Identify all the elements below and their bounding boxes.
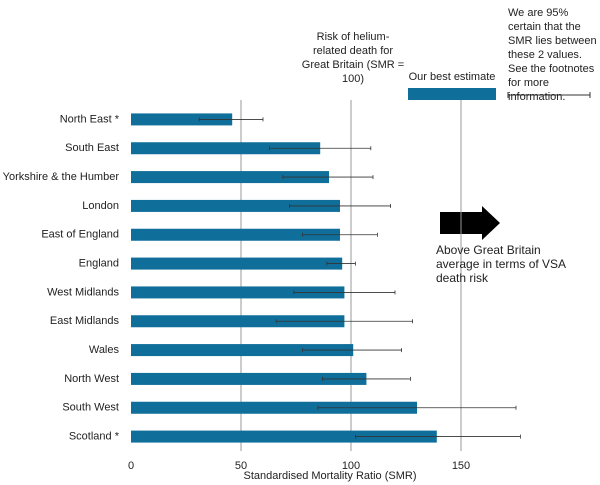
bar (131, 113, 233, 126)
y-tick-label: North West (64, 373, 119, 385)
bar (131, 257, 343, 270)
bar (131, 228, 340, 241)
y-tick-label: Wales (89, 344, 120, 356)
y-tick-label: East of England (41, 229, 119, 241)
y-tick-label: North East * (60, 113, 120, 125)
x-tick-label: 100 (342, 460, 360, 472)
x-tick-label: 50 (235, 460, 247, 472)
y-tick-label: Yorkshire & the Humber (3, 171, 120, 183)
bar (131, 286, 345, 299)
y-tick-label: East Midlands (50, 315, 120, 327)
bar (131, 344, 354, 357)
bar (131, 171, 329, 184)
x-tick-label: 150 (452, 460, 470, 472)
bar (131, 142, 321, 155)
y-tick-label: Scotland * (69, 430, 120, 442)
y-tick-label: West Midlands (47, 286, 119, 298)
y-tick-label: England (79, 257, 119, 269)
bar (131, 401, 417, 414)
arrow-note: Above Great Britain average in terms of … (436, 243, 566, 285)
bar (131, 372, 367, 385)
x-axis-title: Standardised Mortality Ratio (SMR) (243, 470, 416, 482)
bar (131, 199, 340, 212)
y-tick-label: South West (62, 402, 119, 414)
bar (131, 430, 437, 443)
y-tick-label: South East (65, 142, 119, 154)
y-tick-label: London (82, 200, 119, 212)
bar (131, 315, 345, 328)
reference-note: Risk of helium-related death for Great B… (301, 31, 405, 85)
legend-swatch (408, 88, 496, 100)
x-tick-label: 0 (128, 460, 134, 472)
error-legend-label: We are 95% certain that the SMR lies bet… (508, 7, 597, 103)
legend-label: Our best estimate (408, 71, 496, 83)
arrow (440, 206, 500, 240)
